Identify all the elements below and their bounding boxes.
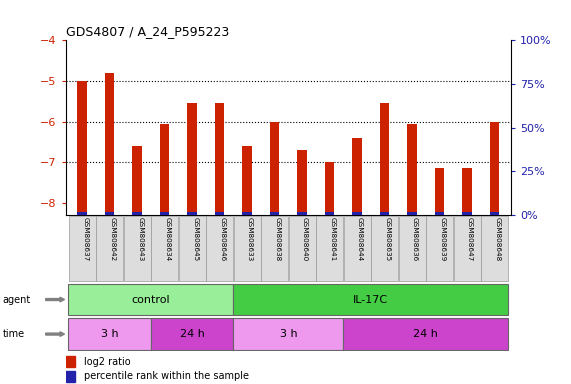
Bar: [325, 162, 335, 215]
Bar: [407, 124, 417, 215]
Bar: [132, 212, 142, 215]
Bar: [160, 124, 170, 215]
Bar: [215, 103, 224, 215]
Text: 3 h: 3 h: [280, 329, 297, 339]
Bar: [242, 212, 252, 215]
Bar: [215, 212, 224, 215]
Bar: [380, 103, 389, 215]
Bar: [316, 217, 343, 281]
Bar: [435, 168, 444, 215]
Bar: [288, 217, 316, 281]
Bar: [124, 217, 151, 281]
Bar: [261, 217, 288, 281]
Bar: [463, 168, 472, 215]
Text: 3 h: 3 h: [101, 329, 118, 339]
Bar: [77, 212, 87, 215]
Bar: [399, 217, 425, 281]
Bar: [481, 217, 508, 281]
Bar: [352, 212, 362, 215]
Bar: [297, 212, 307, 215]
Bar: [206, 217, 233, 281]
Bar: [69, 318, 151, 350]
Bar: [490, 122, 500, 215]
Text: IL-17C: IL-17C: [353, 295, 388, 305]
Bar: [344, 217, 371, 281]
Bar: [234, 217, 260, 281]
Text: GSM808636: GSM808636: [412, 217, 418, 261]
Bar: [270, 122, 279, 215]
Text: GSM808648: GSM808648: [494, 217, 501, 261]
Bar: [132, 146, 142, 215]
Text: GSM808643: GSM808643: [137, 217, 143, 261]
Bar: [426, 217, 453, 281]
Bar: [380, 212, 389, 215]
Bar: [234, 284, 508, 315]
Text: GSM808633: GSM808633: [247, 217, 253, 261]
Bar: [407, 212, 417, 215]
Text: GSM808644: GSM808644: [357, 217, 363, 261]
Text: GSM808635: GSM808635: [385, 217, 391, 261]
Bar: [66, 356, 75, 367]
Bar: [435, 212, 444, 215]
Bar: [66, 371, 75, 382]
Text: GSM808645: GSM808645: [192, 217, 198, 261]
Bar: [105, 212, 114, 215]
Text: time: time: [3, 329, 25, 339]
Bar: [343, 318, 508, 350]
Bar: [77, 81, 87, 215]
Bar: [463, 212, 472, 215]
Text: GSM808638: GSM808638: [275, 217, 280, 261]
Text: agent: agent: [3, 295, 31, 305]
Bar: [151, 217, 178, 281]
Bar: [105, 73, 114, 215]
Text: 24 h: 24 h: [413, 329, 439, 339]
Bar: [242, 146, 252, 215]
Bar: [371, 217, 398, 281]
Text: GSM808637: GSM808637: [82, 217, 88, 261]
Bar: [187, 103, 197, 215]
Bar: [69, 284, 234, 315]
Text: 24 h: 24 h: [180, 329, 204, 339]
Bar: [325, 212, 335, 215]
Text: GSM808639: GSM808639: [440, 217, 445, 261]
Bar: [270, 212, 279, 215]
Bar: [297, 150, 307, 215]
Text: GSM808640: GSM808640: [302, 217, 308, 261]
Bar: [453, 217, 481, 281]
Text: GSM808634: GSM808634: [164, 217, 171, 261]
Bar: [234, 318, 343, 350]
Bar: [352, 138, 362, 215]
Text: percentile rank within the sample: percentile rank within the sample: [85, 371, 250, 381]
Bar: [151, 318, 234, 350]
Bar: [490, 212, 500, 215]
Text: GDS4807 / A_24_P595223: GDS4807 / A_24_P595223: [66, 25, 229, 38]
Text: GSM808646: GSM808646: [220, 217, 226, 261]
Text: GSM808642: GSM808642: [110, 217, 116, 261]
Text: control: control: [131, 295, 170, 305]
Bar: [187, 212, 197, 215]
Bar: [96, 217, 123, 281]
Text: GSM808647: GSM808647: [467, 217, 473, 261]
Bar: [160, 212, 170, 215]
Text: log2 ratio: log2 ratio: [85, 357, 131, 367]
Bar: [69, 217, 95, 281]
Bar: [179, 217, 206, 281]
Text: GSM808641: GSM808641: [329, 217, 336, 261]
